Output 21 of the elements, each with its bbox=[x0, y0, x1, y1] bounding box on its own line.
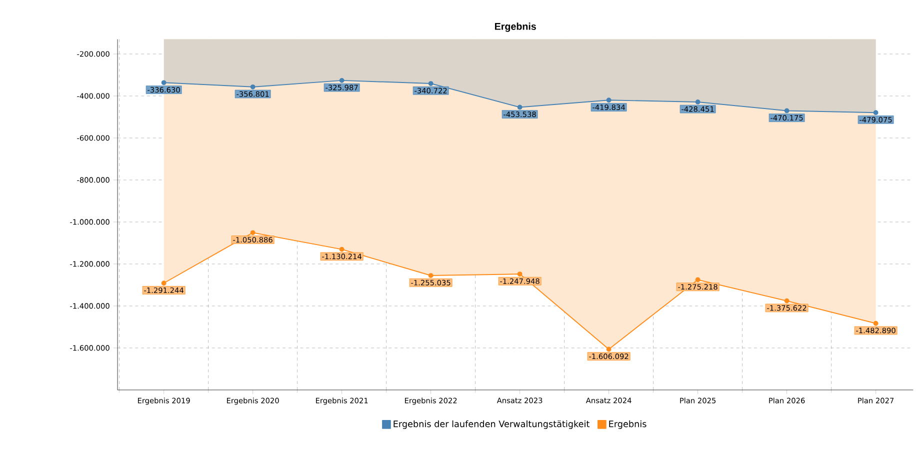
legend-label: Ergebnis bbox=[609, 420, 646, 429]
point bbox=[517, 104, 522, 110]
legend-label: Ergebnis der laufenden Verwaltungstätigkeit bbox=[394, 420, 590, 429]
point bbox=[873, 110, 878, 116]
point bbox=[339, 246, 344, 252]
point bbox=[161, 280, 166, 286]
point bbox=[428, 81, 434, 86]
point bbox=[339, 78, 344, 83]
point bbox=[606, 346, 612, 352]
point bbox=[517, 272, 522, 277]
point bbox=[606, 98, 612, 103]
chart-title: Ergebnis bbox=[495, 22, 536, 32]
point bbox=[428, 273, 434, 278]
point bbox=[250, 84, 256, 90]
point bbox=[250, 230, 256, 236]
point bbox=[695, 277, 700, 282]
point bbox=[161, 80, 166, 86]
point bbox=[695, 100, 700, 104]
point bbox=[784, 108, 790, 114]
point bbox=[873, 320, 878, 326]
point bbox=[784, 298, 790, 304]
